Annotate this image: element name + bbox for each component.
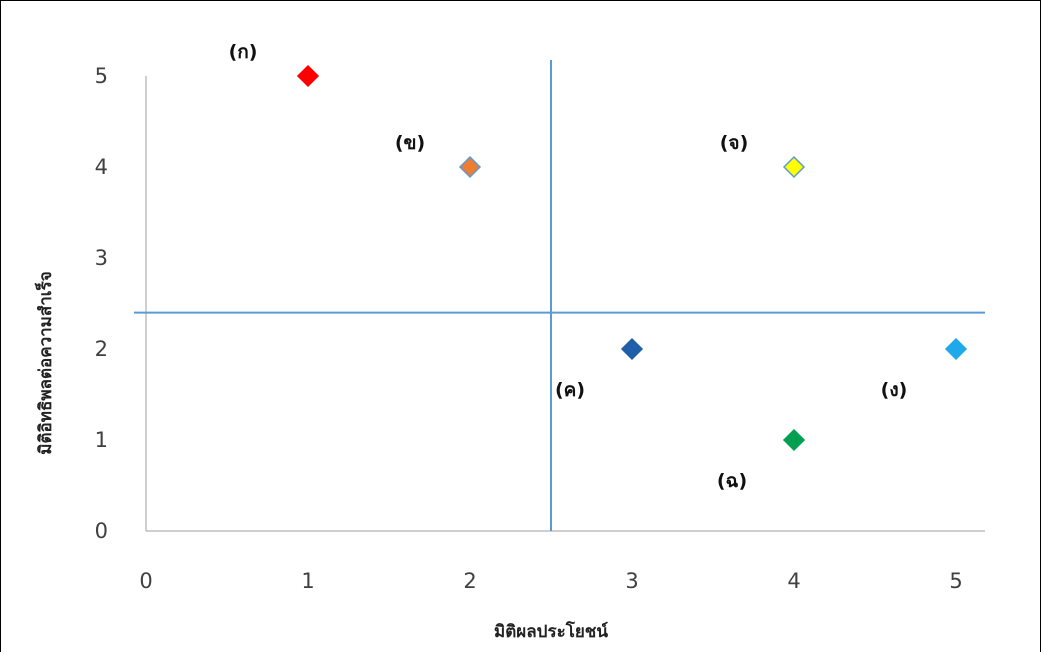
point-label: (ข) <box>395 132 425 154</box>
point-label: (จ) <box>720 132 749 154</box>
x-tick-labels: 0 1 2 3 4 5 <box>139 569 962 593</box>
x-tick-label: 0 <box>139 569 152 593</box>
x-tick-label: 1 <box>301 569 314 593</box>
y-tick-label: 5 <box>95 64 108 88</box>
reference-lines <box>134 60 985 531</box>
x-tick-label: 3 <box>625 569 638 593</box>
point-label: (ง) <box>881 379 908 401</box>
x-axis-title: มิติผลประโยชน์ <box>494 621 608 642</box>
x-tick-label: 5 <box>949 569 962 593</box>
axes <box>145 76 985 532</box>
x-tick-label: 4 <box>787 569 800 593</box>
data-point-marker <box>782 155 806 179</box>
data-point-marker <box>944 337 968 361</box>
y-tick-label: 0 <box>95 519 108 543</box>
data-point-marker <box>458 155 482 179</box>
x-tick-label: 2 <box>463 569 476 593</box>
point-label: (ค) <box>555 379 585 401</box>
point-label: (ฉ) <box>717 470 747 492</box>
point-labels: (ก) (ข) (ค) (ง) (จ) (ฉ) <box>229 41 908 492</box>
y-tick-labels: 0 1 2 3 4 5 <box>95 64 108 543</box>
y-tick-label: 3 <box>95 246 108 270</box>
data-point-marker <box>620 337 644 361</box>
point-label: (ก) <box>229 41 258 63</box>
y-tick-label: 1 <box>95 428 108 452</box>
data-point-marker <box>296 64 320 88</box>
y-axis-title: มิติอิทธิพลต่อความสำเร็จ <box>33 271 56 454</box>
y-tick-label: 2 <box>95 337 108 361</box>
data-points <box>296 64 968 452</box>
data-point-marker <box>782 428 806 452</box>
y-tick-label: 4 <box>95 155 108 179</box>
